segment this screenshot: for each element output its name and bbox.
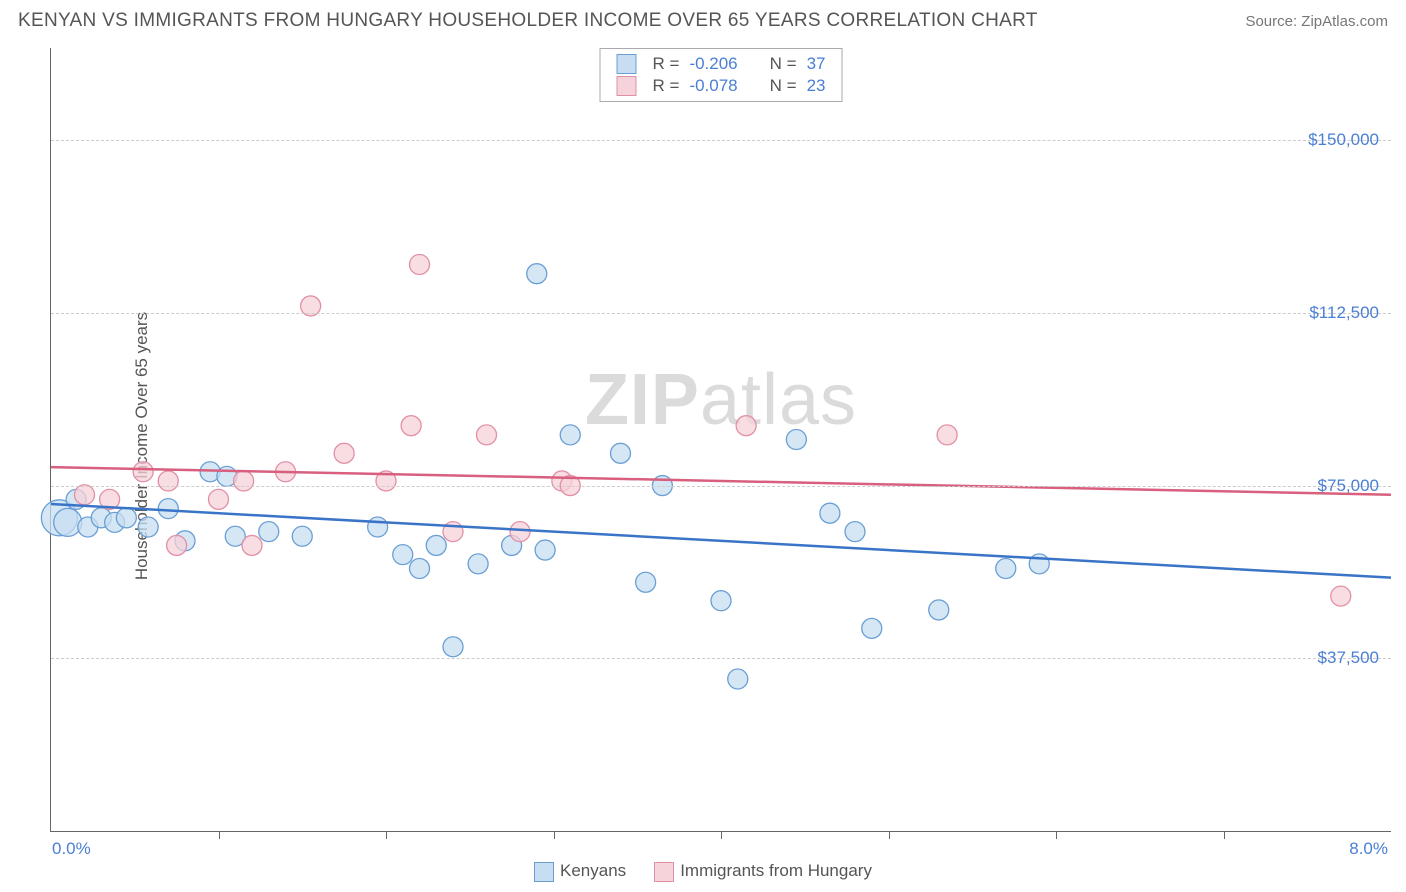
stats-n-value: 37 [807, 54, 826, 74]
y-tick-label: $112,500 [1309, 303, 1379, 323]
scatter-point [368, 517, 388, 537]
stats-row: R = -0.206 N = 37 [617, 53, 826, 75]
scatter-point [426, 535, 446, 555]
stats-n-value: 23 [807, 76, 826, 96]
scatter-point [845, 522, 865, 542]
legend-swatch [654, 862, 674, 882]
stats-legend-box: R = -0.206 N = 37 R = -0.078 N = 23 [600, 48, 843, 102]
x-tick [219, 831, 220, 839]
x-tick [721, 831, 722, 839]
scatter-point [937, 425, 957, 445]
chart-plot-area: ZIPatlas R =-0.206N =37R =-0.078N =23 $3… [50, 48, 1391, 832]
scatter-point [242, 535, 262, 555]
footer-legend-item: Kenyans [534, 861, 626, 882]
source-label: Source: ZipAtlas.com [1245, 13, 1388, 30]
scatter-point [54, 508, 82, 536]
scatter-point [259, 522, 279, 542]
scatter-point [862, 618, 882, 638]
y-tick-label: $37,500 [1318, 648, 1379, 668]
stats-r-value: -0.206 [689, 54, 737, 74]
scatter-point [410, 254, 430, 274]
scatter-point [158, 499, 178, 519]
scatter-point [996, 558, 1016, 578]
footer-legend: Kenyans Immigrants from Hungary [0, 861, 1406, 882]
scatter-point [334, 443, 354, 463]
legend-swatch [534, 862, 554, 882]
scatter-point [636, 572, 656, 592]
scatter-point [167, 535, 187, 555]
scatter-point [510, 522, 530, 542]
scatter-point [1331, 586, 1351, 606]
scatter-point [138, 517, 158, 537]
scatter-point [786, 430, 806, 450]
x-tick [1056, 831, 1057, 839]
legend-swatch [617, 76, 637, 96]
scatter-point [820, 503, 840, 523]
scatter-point [477, 425, 497, 445]
scatter-point [234, 471, 254, 491]
scatter-point [736, 416, 756, 436]
x-axis-max-label: 8.0% [1349, 839, 1388, 859]
gridline [51, 658, 1391, 659]
gridline [51, 486, 1391, 487]
scatter-point [535, 540, 555, 560]
scatter-point [393, 545, 413, 565]
scatter-point [728, 669, 748, 689]
gridline [51, 140, 1391, 141]
scatter-point [443, 637, 463, 657]
y-tick-label: $150,000 [1308, 130, 1379, 150]
page-title: KENYAN VS IMMIGRANTS FROM HUNGARY HOUSEH… [18, 10, 1038, 32]
scatter-point [158, 471, 178, 491]
x-tick [554, 831, 555, 839]
stats-r-label: R = [653, 54, 680, 74]
footer-legend-label: Immigrants from Hungary [680, 861, 872, 880]
gridline [51, 313, 1391, 314]
scatter-point [711, 591, 731, 611]
scatter-point [560, 425, 580, 445]
y-tick-label: $75,000 [1318, 476, 1379, 496]
scatter-point [75, 485, 95, 505]
x-tick [889, 831, 890, 839]
stats-r-label: R = [653, 76, 680, 96]
footer-legend-label: Kenyans [560, 861, 626, 880]
footer-legend-item: Immigrants from Hungary [654, 861, 872, 882]
scatter-point [116, 508, 136, 528]
scatter-point [209, 489, 229, 509]
scatter-point [401, 416, 421, 436]
x-tick [386, 831, 387, 839]
scatter-point [292, 526, 312, 546]
x-axis-min-label: 0.0% [52, 839, 91, 859]
stats-r-value: -0.078 [689, 76, 737, 96]
scatter-point [929, 600, 949, 620]
stats-n-label: N = [770, 76, 797, 96]
scatter-point [133, 462, 153, 482]
scatter-svg [51, 48, 1391, 831]
x-tick [1224, 831, 1225, 839]
scatter-point [611, 443, 631, 463]
scatter-point [410, 558, 430, 578]
scatter-point [468, 554, 488, 574]
stats-n-label: N = [770, 54, 797, 74]
legend-swatch [617, 54, 637, 74]
scatter-point [527, 264, 547, 284]
stats-row: R = -0.078 N = 23 [617, 75, 826, 97]
